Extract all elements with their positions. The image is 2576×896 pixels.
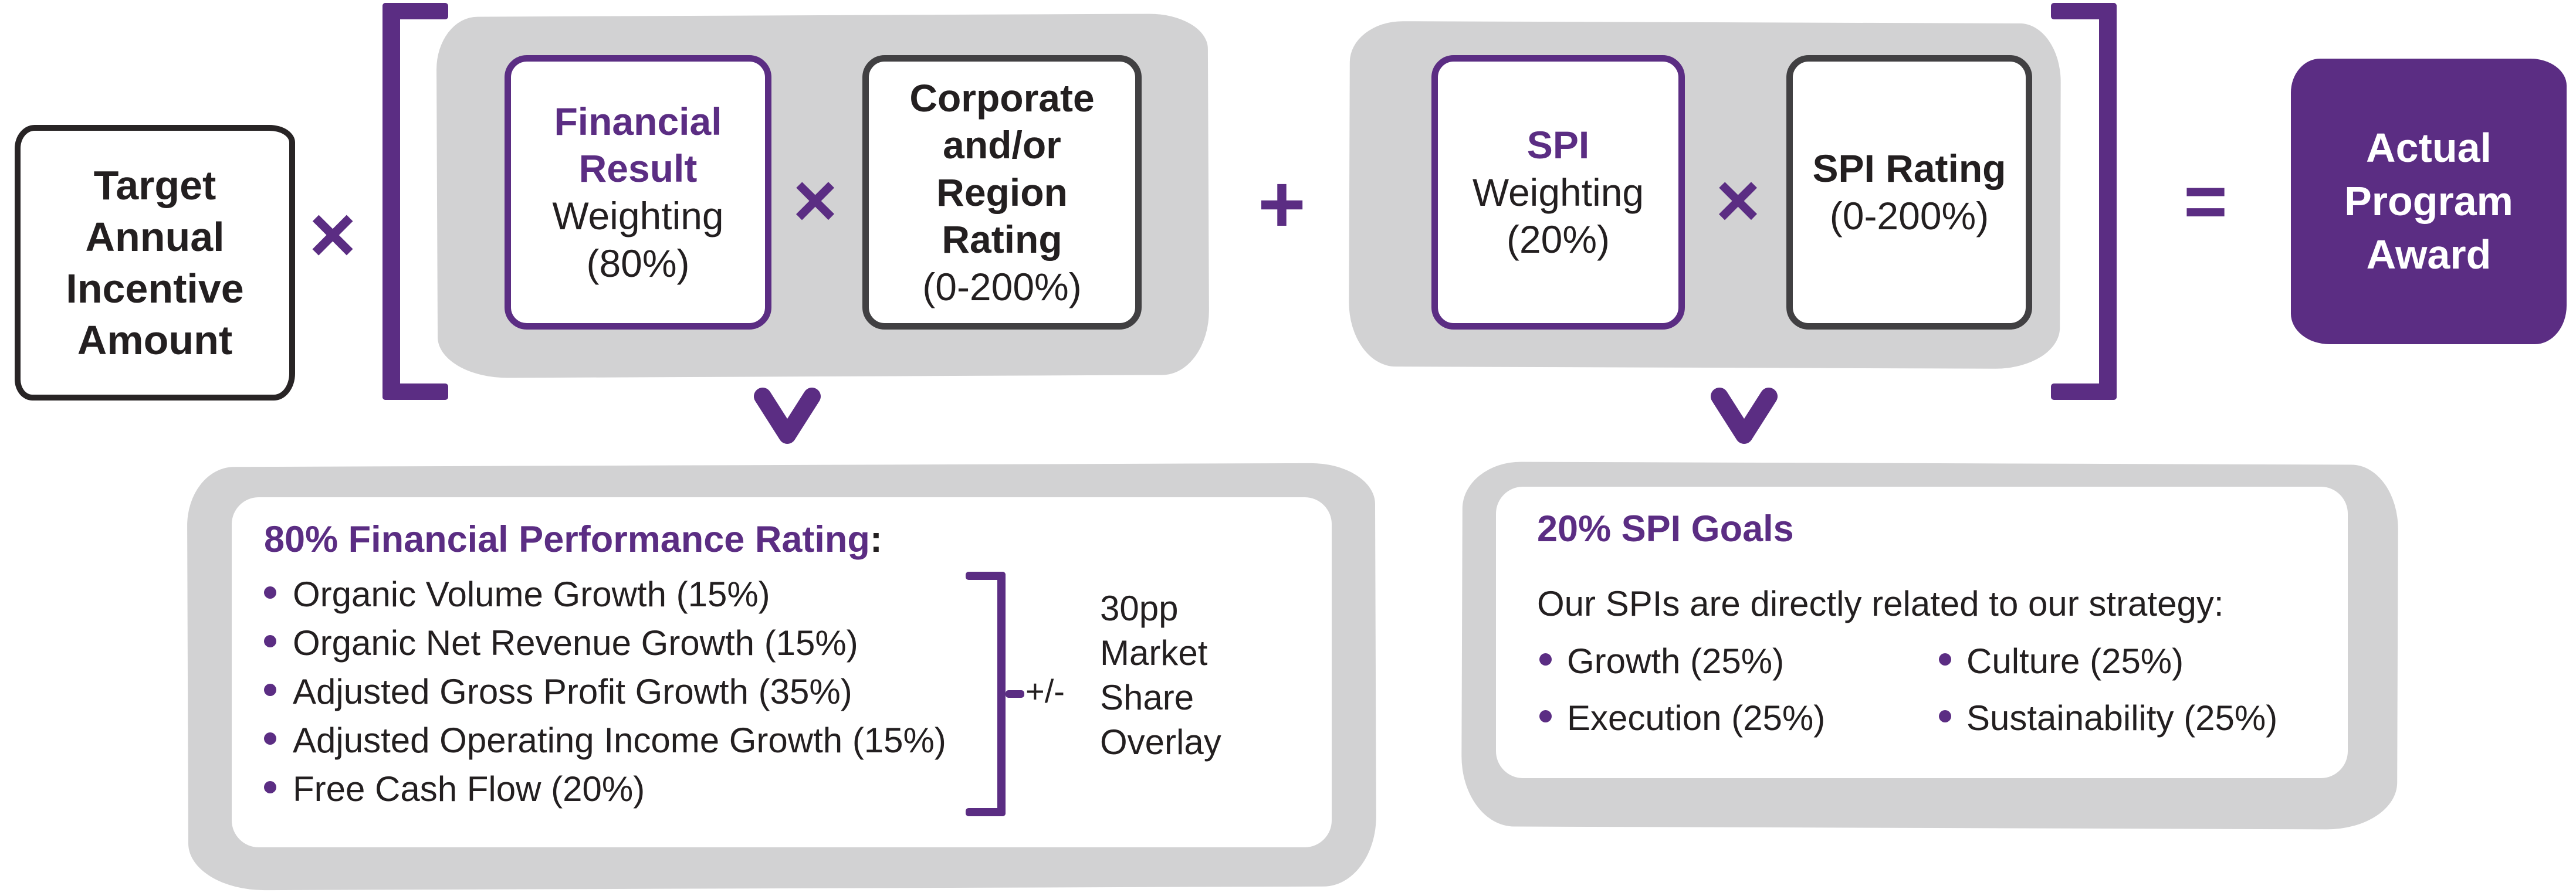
bullet-icon xyxy=(1939,710,1951,722)
right-bracket-top-arm xyxy=(2051,3,2117,19)
corporate-region-rating-value: (0-200%) xyxy=(922,264,1082,308)
spi-goals-title: 20% SPI Goals xyxy=(1537,508,1794,549)
plus-minus-operator: +/- xyxy=(1025,673,1065,710)
spi-weighting-box: SPI Weighting (20%) xyxy=(1431,55,1685,330)
list-item: Execution (25%) xyxy=(1539,697,1825,754)
target-annual-incentive-box: Target Annual Incentive Amount xyxy=(15,125,295,401)
corporate-region-rating-title: Corporate and/or Region Rating xyxy=(909,76,1095,262)
financial-result-title: Financial Result xyxy=(554,99,722,191)
bullet-icon xyxy=(264,586,276,599)
spi-weighting-value: (20%) xyxy=(1506,218,1610,262)
financial-performance-title: 80% Financial Performance Rating: xyxy=(264,519,882,560)
list-item: Organic Volume Growth (15%) xyxy=(264,573,946,622)
corporate-region-rating-box: Corporate and/or Region Rating (0-200%) xyxy=(862,55,1142,330)
bullet-icon xyxy=(264,732,276,745)
multiply-operator-1: × xyxy=(309,189,357,280)
bullet-icon xyxy=(264,781,276,793)
bullet-icon xyxy=(1939,653,1951,666)
market-share-overlay-label: 30pp Market Share Overlay xyxy=(1100,589,1221,762)
spi-rating-value: (0-200%) xyxy=(1829,194,1989,237)
spi-weighting-subtitle: Weighting xyxy=(1472,170,1644,214)
list-item: Sustainability (25%) xyxy=(1939,697,2277,754)
spi-rating-title: SPI Rating xyxy=(1812,147,2006,191)
financial-result-subtitle: Weighting xyxy=(552,194,724,237)
right-bracket-bottom-arm xyxy=(2051,383,2117,400)
list-item: Organic Net Revenue Growth (15%) xyxy=(264,622,946,671)
bullet-icon xyxy=(264,635,276,647)
overlay-bracket-bottom-arm xyxy=(966,808,1006,816)
left-bracket-bottom-arm xyxy=(382,383,448,400)
down-chevron-icon xyxy=(754,388,821,444)
bullet-icon xyxy=(1539,710,1552,722)
spi-goals-intro: Our SPIs are directly related to our str… xyxy=(1537,584,2224,623)
list-item: Adjusted Operating Income Growth (15%) xyxy=(264,719,946,768)
bullet-icon xyxy=(264,684,276,696)
multiply-operator-2: × xyxy=(793,157,838,243)
bullet-icon xyxy=(1539,653,1552,666)
multiply-operator-3: × xyxy=(1715,157,1761,243)
financial-result-weighting-box: Financial Result Weighting (80%) xyxy=(505,55,771,330)
overlay-bracket-tick xyxy=(1006,690,1024,698)
list-item: Growth (25%) xyxy=(1539,640,1825,697)
right-bracket-bar xyxy=(2099,3,2117,400)
spi-rating-box: SPI Rating (0-200%) xyxy=(1786,55,2032,330)
overlay-bracket-bar xyxy=(997,572,1006,816)
target-annual-incentive-label: Target Annual Incentive Amount xyxy=(66,162,244,364)
financial-metrics-list: Organic Volume Growth (15%) Organic Net … xyxy=(264,573,946,817)
left-bracket-top-arm xyxy=(382,3,448,19)
spi-weighting-title: SPI xyxy=(1526,123,1590,167)
down-chevron-icon xyxy=(1711,388,1778,444)
left-bracket-bar xyxy=(382,3,400,400)
spi-goals-panel xyxy=(1496,487,2348,778)
plus-operator: + xyxy=(1258,158,1306,250)
spi-goals-column-2: Culture (25%) Sustainability (25%) xyxy=(1939,640,2277,754)
actual-program-award-label: Actual Program Award xyxy=(2344,125,2513,277)
financial-performance-panel xyxy=(232,497,1332,847)
list-item: Adjusted Gross Profit Growth (35%) xyxy=(264,671,946,719)
overlay-bracket-top-arm xyxy=(966,572,1006,580)
actual-program-award-box: Actual Program Award xyxy=(2291,59,2567,344)
financial-result-value: (80%) xyxy=(586,241,690,285)
equals-operator: = xyxy=(2184,159,2228,243)
spi-goals-column-1: Growth (25%) Execution (25%) xyxy=(1539,640,1825,754)
list-item: Culture (25%) xyxy=(1939,640,2277,697)
list-item: Free Cash Flow (20%) xyxy=(264,768,946,817)
